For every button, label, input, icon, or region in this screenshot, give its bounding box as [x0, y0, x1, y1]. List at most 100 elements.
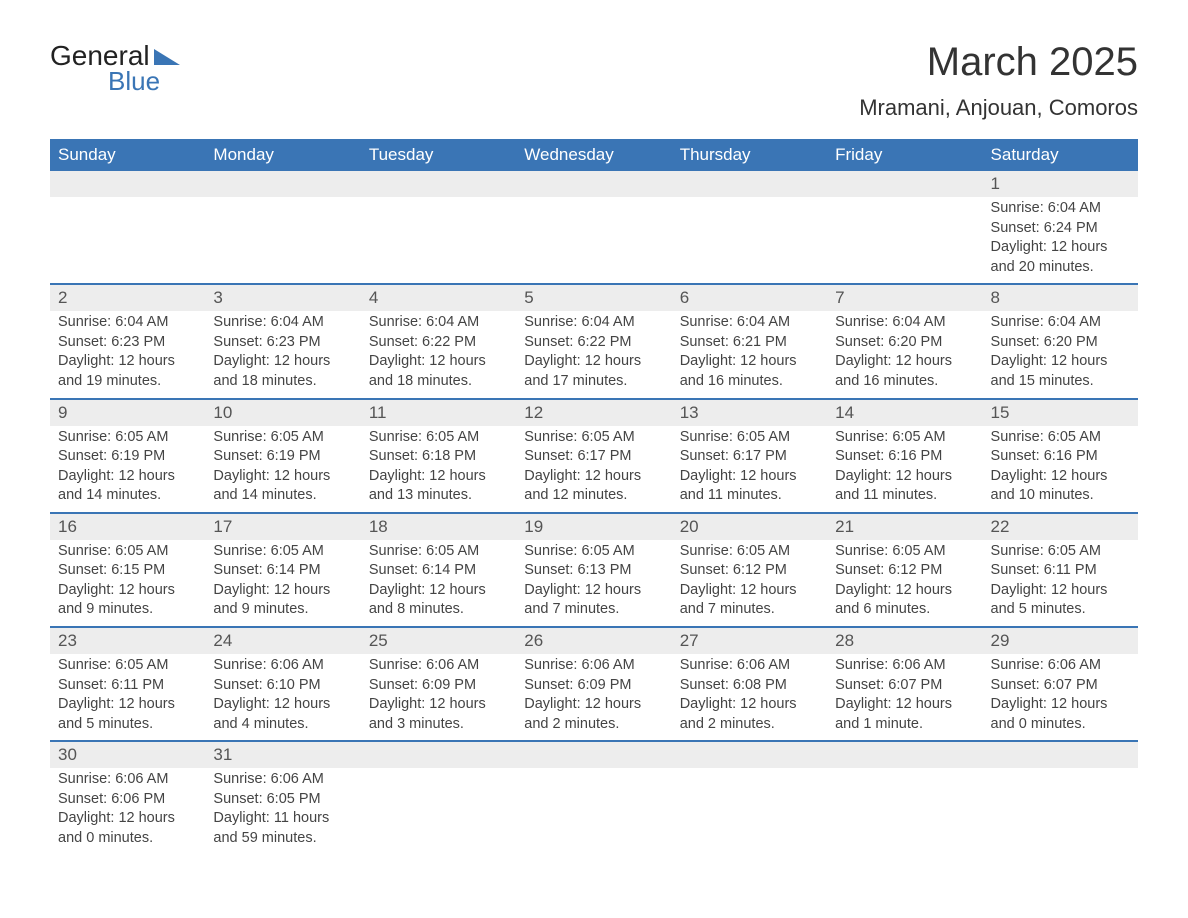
day-number-cell: 29 — [983, 628, 1138, 654]
day-content-cell: Sunrise: 6:04 AMSunset: 6:24 PMDaylight:… — [983, 197, 1138, 284]
day-number-cell: 19 — [516, 514, 671, 540]
sunset-text: Sunset: 6:11 PM — [58, 676, 197, 696]
day-content-cell: Sunrise: 6:05 AMSunset: 6:19 PMDaylight:… — [50, 426, 205, 513]
sunset-text: Sunset: 6:06 PM — [58, 790, 197, 810]
sunset-text: Sunset: 6:09 PM — [524, 676, 663, 696]
sunset-text: Sunset: 6:11 PM — [991, 561, 1130, 581]
sunset-text: Sunset: 6:14 PM — [213, 561, 352, 581]
sunset-text: Sunset: 6:17 PM — [680, 447, 819, 467]
daylight-text: Daylight: 12 hours and 15 minutes. — [991, 352, 1130, 391]
sunset-text: Sunset: 6:24 PM — [991, 219, 1130, 239]
sunset-text: Sunset: 6:17 PM — [524, 447, 663, 467]
sunrise-text: Sunrise: 6:05 AM — [213, 428, 352, 448]
daylight-text: Daylight: 11 hours and 59 minutes. — [213, 809, 352, 848]
sunset-text: Sunset: 6:23 PM — [213, 333, 352, 353]
day-content-row: Sunrise: 6:04 AM Sunset: 6:23 PM Daylight:… — [50, 311, 1138, 398]
daylight-text: Daylight: 12 hours and 7 minutes. — [680, 581, 819, 620]
sunrise-text: Sunrise: 6:06 AM — [58, 770, 197, 790]
day-number-row: 2345678 — [50, 285, 1138, 311]
day-number-cell — [827, 742, 982, 768]
day-content-cell: Sunrise: 6:04 AMSunset: 6:21 PMDaylight:… — [672, 311, 827, 398]
sunrise-text: Sunrise: 6:04 AM — [369, 313, 508, 333]
sunrise-text: Sunrise: 6:05 AM — [369, 542, 508, 562]
day-number-cell — [361, 742, 516, 768]
day-number-cell: 12 — [516, 400, 671, 426]
day-content-cell — [983, 768, 1138, 854]
sunrise-text: Sunrise: 6:06 AM — [680, 656, 819, 676]
day-number-cell: 11 — [361, 400, 516, 426]
day-content-cell: Sunrise: 6:05 AMSunset: 6:14 PMDaylight:… — [205, 540, 360, 627]
daylight-text: Daylight: 12 hours and 5 minutes. — [58, 695, 197, 734]
sunrise-text: Sunrise: 6:05 AM — [835, 428, 974, 448]
day-number-cell: 26 — [516, 628, 671, 654]
day-content-cell — [50, 197, 205, 284]
day-number-cell: 22 — [983, 514, 1138, 540]
daylight-text: Daylight: 12 hours and 6 minutes. — [835, 581, 974, 620]
sunrise-text: Sunrise: 6:06 AM — [213, 656, 352, 676]
location-text: Mramani, Anjouan, Comoros — [859, 95, 1138, 121]
daylight-text: Daylight: 12 hours and 7 minutes. — [524, 581, 663, 620]
day-number-cell — [205, 171, 360, 197]
day-content-cell: Sunrise: 6:05 AMSunset: 6:14 PMDaylight:… — [361, 540, 516, 627]
day-content-cell — [361, 197, 516, 284]
day-content-row: Sunrise: 6:05 AMSunset: 6:11 PMDaylight:… — [50, 654, 1138, 741]
month-title: March 2025 — [859, 40, 1138, 85]
day-content-cell — [516, 768, 671, 854]
sunrise-text: Sunrise: 6:05 AM — [991, 428, 1130, 448]
day-number-cell: 14 — [827, 400, 982, 426]
day-content-cell: Sunrise: 6:06 AMSunset: 6:10 PMDaylight:… — [205, 654, 360, 741]
sunset-text: Sunset: 6:14 PM — [369, 561, 508, 581]
daylight-text: Daylight: 12 hours and 18 minutes. — [369, 352, 508, 391]
sunrise-text: Sunrise: 6:04 AM — [835, 313, 974, 333]
day-number-cell: 1 — [983, 171, 1138, 197]
sunrise-text: Sunrise: 6:05 AM — [213, 542, 352, 562]
day-number-cell — [827, 171, 982, 197]
sunset-text: Sunset: 6:05 PM — [213, 790, 352, 810]
sunset-text: Sunset: 6:13 PM — [524, 561, 663, 581]
daylight-text: Daylight: 12 hours and 17 minutes. — [524, 352, 663, 391]
logo-text-bottom: Blue — [108, 66, 160, 97]
day-number-cell: 7 — [827, 285, 982, 311]
daylight-text: Daylight: 12 hours and 14 minutes. — [58, 467, 197, 506]
day-number-cell: 18 — [361, 514, 516, 540]
day-content-cell: Sunrise: 6:05 AMSunset: 6:12 PMDaylight:… — [827, 540, 982, 627]
day-content-cell: Sunrise: 6:05 AMSunset: 6:13 PMDaylight:… — [516, 540, 671, 627]
day-number-cell: 6 — [672, 285, 827, 311]
day-content-cell: Sunrise: 6:05 AMSunset: 6:16 PMDaylight:… — [827, 426, 982, 513]
sunset-text: Sunset: 6:12 PM — [835, 561, 974, 581]
sunset-text: Sunset: 6:18 PM — [369, 447, 508, 467]
day-content-cell: Sunrise: 6:04 AMSunset: 6:22 PMDaylight:… — [516, 311, 671, 398]
day-number-cell — [983, 742, 1138, 768]
day-content-cell: Sunrise: 6:06 AMSunset: 6:05 PMDaylight:… — [205, 768, 360, 854]
sunrise-text: Sunrise: 6:05 AM — [680, 428, 819, 448]
sunset-text: Sunset: 6:10 PM — [213, 676, 352, 696]
sunrise-text: Sunrise: 6:06 AM — [835, 656, 974, 676]
day-content-cell: Sunrise: 6:04 AMSunset: 6:23 PMDaylight:… — [50, 311, 205, 398]
daylight-text: Daylight: 12 hours and 10 minutes. — [991, 467, 1130, 506]
day-content-row: Sunrise: 6:04 AMSunset: 6:24 PMDaylight:… — [50, 197, 1138, 284]
sunset-text: Sunset: 6:22 PM — [369, 333, 508, 353]
day-content-cell: Sunrise: 6:05 AMSunset: 6:15 PMDaylight:… — [50, 540, 205, 627]
sunrise-text: Sunrise: 6:06 AM — [369, 656, 508, 676]
daylight-text: Daylight: 12 hours and 13 minutes. — [369, 467, 508, 506]
day-number-cell: 20 — [672, 514, 827, 540]
title-block: March 2025 Mramani, Anjouan, Comoros — [859, 40, 1138, 121]
sunset-text: Sunset: 6:08 PM — [680, 676, 819, 696]
sunset-text: Sunset: 6:19 PM — [58, 447, 197, 467]
daylight-text: Daylight: 12 hours and 0 minutes. — [991, 695, 1130, 734]
sunrise-text: Sunrise: 6:04 AM — [524, 313, 663, 333]
day-number-cell: 13 — [672, 400, 827, 426]
daylight-text: Daylight: 12 hours and 5 minutes. — [991, 581, 1130, 620]
day-number-cell: 9 — [50, 400, 205, 426]
daylight-text: Daylight: 12 hours and 0 minutes. — [58, 809, 197, 848]
day-content-cell: Sunrise: 6:05 AMSunset: 6:11 PMDaylight:… — [50, 654, 205, 741]
day-content-cell: Sunrise: 6:05 AMSunset: 6:17 PMDaylight:… — [672, 426, 827, 513]
day-number-cell: 4 — [361, 285, 516, 311]
day-number-cell — [516, 742, 671, 768]
day-number-row: 3031 — [50, 742, 1138, 768]
day-content-cell: Sunrise: 6:05 AMSunset: 6:19 PMDaylight:… — [205, 426, 360, 513]
day-content-cell: Sunrise: 6:04 AMSunset: 6:22 PMDaylight:… — [361, 311, 516, 398]
day-number-cell: 10 — [205, 400, 360, 426]
day-number-cell — [672, 171, 827, 197]
day-number-cell: 15 — [983, 400, 1138, 426]
